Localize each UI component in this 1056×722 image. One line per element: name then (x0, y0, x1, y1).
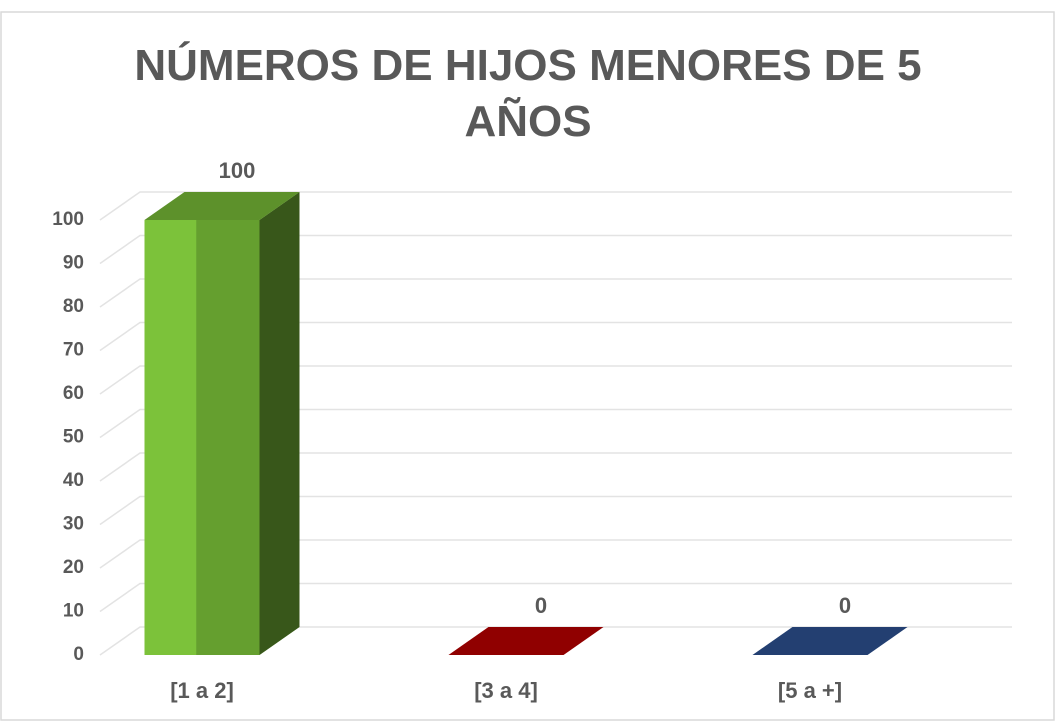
bar-top (448, 627, 604, 655)
x-tick-label: [5 a +] (778, 678, 842, 703)
grid-line (99, 278, 1012, 308)
grid-line (99, 408, 1012, 439)
grid-line (99, 365, 1012, 395)
bar-front (144, 220, 260, 655)
y-tick-label: 70 (63, 340, 84, 361)
bar (752, 627, 908, 655)
y-tick-label: 30 (63, 514, 84, 535)
grid-line (99, 321, 1012, 352)
y-tick-label: 40 (63, 470, 84, 491)
bar-top-shade (448, 627, 604, 655)
grid-line (99, 234, 1012, 265)
bar-front-shade (196, 220, 260, 655)
bar-top (144, 192, 300, 220)
chart-border (0, 11, 1055, 721)
value-label: 0 (839, 593, 851, 618)
grid-line (99, 191, 1012, 221)
bar-top-shade (144, 192, 300, 220)
value-label: 100 (219, 158, 256, 183)
grid-line (99, 626, 1012, 656)
y-tick-label: 90 (63, 253, 84, 274)
y-tick-label: 10 (63, 601, 84, 622)
bar-top-shade (752, 627, 908, 655)
bar (448, 627, 604, 655)
y-tick-label: 100 (52, 209, 84, 230)
chart-title: NÚMEROS DE HIJOS MENORES DE 5 AÑOS (134, 41, 922, 146)
bar-side-shade (259, 192, 300, 655)
y-tick-label: 60 (63, 383, 84, 404)
grid-line (99, 539, 1012, 569)
y-tick-label: 50 (63, 427, 84, 448)
bar (144, 192, 300, 655)
x-tick-label: [3 a 4] (474, 678, 538, 703)
grid-line (99, 582, 1012, 613)
y-tick-label: 80 (63, 296, 84, 317)
bar-top (752, 627, 908, 655)
value-label: 0 (535, 593, 547, 618)
x-tick-label: [1 a 2] (170, 678, 234, 703)
y-tick-label: 0 (73, 644, 84, 665)
y-tick-label: 20 (63, 557, 84, 578)
grid-line (99, 495, 1012, 526)
grid-line (99, 452, 1012, 482)
